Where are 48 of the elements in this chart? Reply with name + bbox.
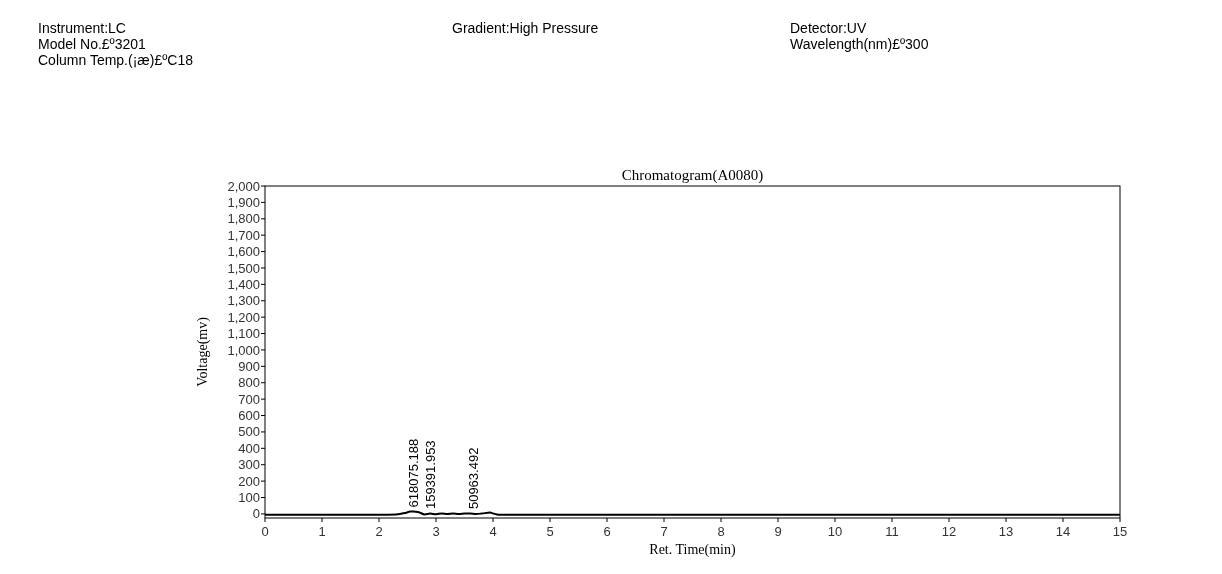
- x-tick-label: 8: [717, 524, 725, 539]
- y-tick-label: 200: [238, 473, 260, 489]
- y-tick-label: 500: [238, 424, 260, 440]
- y-tick-label: 800: [238, 375, 260, 391]
- x-tick-label: 10: [827, 524, 843, 539]
- text: Wavelength(nm)£º300: [790, 36, 929, 52]
- y-tick-label: 1,900: [227, 194, 260, 210]
- x-axis-title: Ret. Time(min): [649, 542, 736, 558]
- y-tick-label: 1,800: [227, 211, 260, 227]
- y-tick-label: 100: [238, 490, 260, 506]
- y-tick-label: 400: [238, 440, 260, 456]
- y-axis-title: Voltage(mv): [195, 316, 211, 387]
- y-tick-label: 1,300: [227, 293, 260, 309]
- y-tick-label: 900: [238, 358, 260, 374]
- y-tick-label: 1,400: [227, 276, 260, 292]
- y-tick-label: 1,600: [227, 244, 260, 260]
- y-tick-label: 2,000: [227, 178, 260, 194]
- annotation: 618075.188: [406, 438, 422, 508]
- x-tick-label: 4: [489, 524, 497, 539]
- x-tick-label: 3: [432, 524, 440, 539]
- x-tick-label: 9: [774, 524, 782, 539]
- chart-title: Chromatogram(A0080): [621, 167, 764, 184]
- text: Instrument:LC: [38, 20, 126, 36]
- x-tick-label: 12: [941, 524, 957, 539]
- y-tick-label: 700: [238, 391, 260, 407]
- y-tick-label: 0: [252, 506, 260, 522]
- x-tick-label: 1: [318, 524, 326, 539]
- x-tick-label: 7: [660, 524, 668, 539]
- y-tick-label: 1,700: [227, 227, 260, 243]
- y-tick-label: 600: [238, 408, 260, 424]
- x-tick-label: 11: [885, 524, 899, 539]
- x-tick-label: 5: [546, 524, 554, 539]
- text: Detector:UV: [790, 20, 867, 36]
- text: Column Temp.(¡æ)£ºC18: [38, 52, 194, 68]
- y-tick-label: 300: [238, 457, 260, 473]
- y-tick-label: 1,200: [227, 309, 260, 325]
- x-tick-label: 6: [603, 524, 611, 539]
- y-tick-label: 1,000: [227, 342, 260, 358]
- x-tick-label: 15: [1112, 524, 1128, 539]
- y-tick-label: 1,100: [227, 326, 260, 342]
- annotation: 159391.953: [423, 440, 439, 510]
- y-tick-label: 1,500: [227, 260, 260, 276]
- text: Gradient:High Pressure: [452, 20, 599, 36]
- annotation: 50963.492: [466, 447, 482, 510]
- text: Model No.£º3201: [38, 36, 147, 52]
- x-tick-label: 14: [1055, 524, 1071, 539]
- x-tick-label: 2: [375, 524, 383, 539]
- x-tick-label: 13: [998, 524, 1014, 539]
